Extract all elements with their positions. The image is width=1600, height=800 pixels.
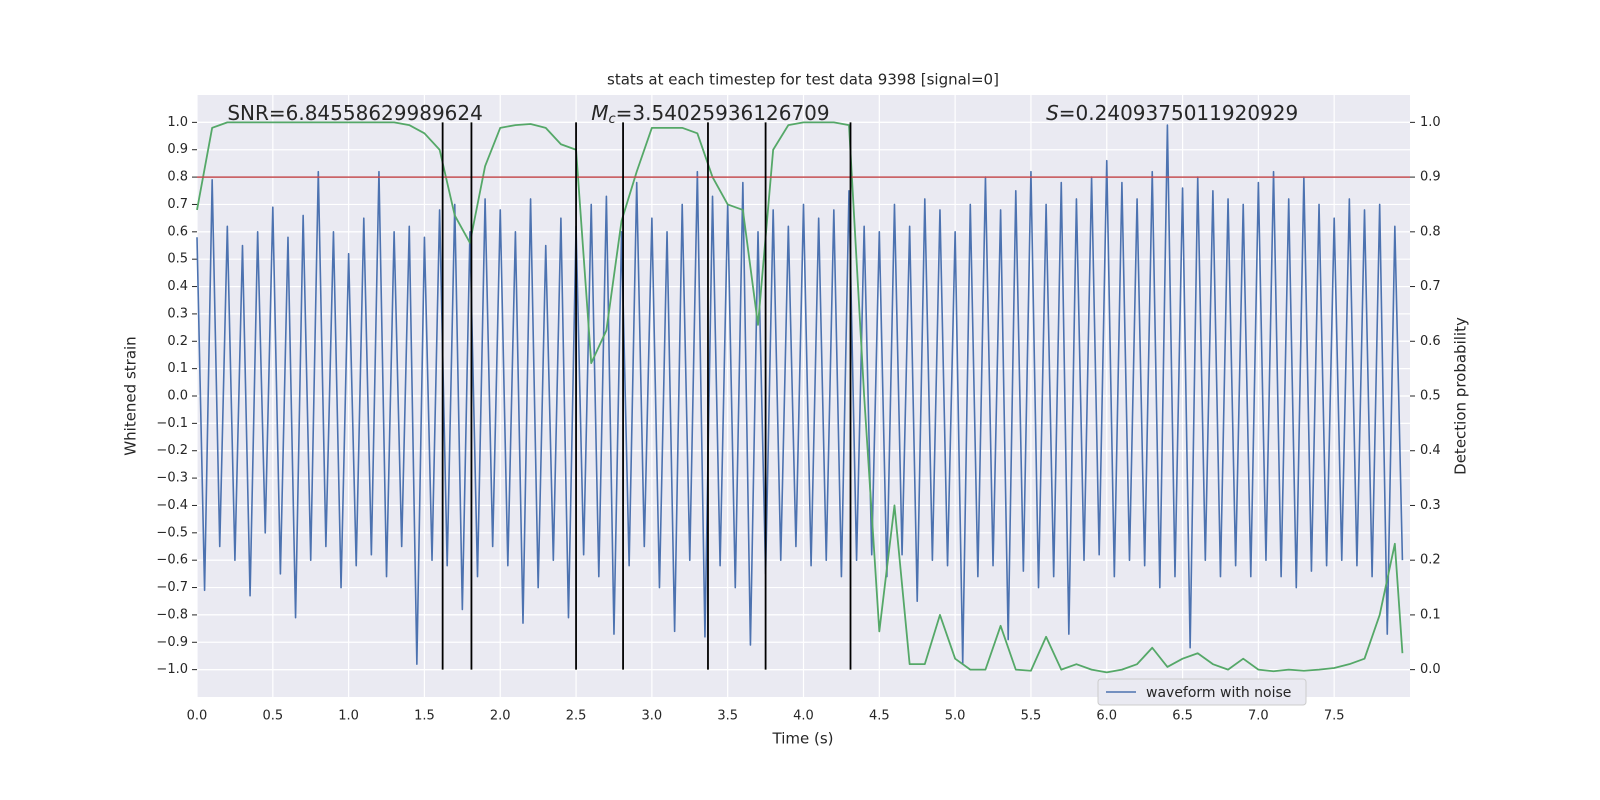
y-tick-label: −0.5 <box>156 525 188 540</box>
x-tick-label: 0.5 <box>262 709 283 724</box>
y2-tick-label: 0.4 <box>1420 443 1441 458</box>
x-tick-label: 6.5 <box>1172 709 1193 724</box>
y-tick-label: 0.6 <box>167 224 188 239</box>
chart-title: stats at each timestep for test data 939… <box>607 71 999 89</box>
y-tick-label: −0.4 <box>156 498 188 513</box>
y-tick-label: 0.4 <box>167 279 188 294</box>
y-tick-label: −0.2 <box>156 443 188 458</box>
y2-tick-label: 0.9 <box>1420 170 1441 185</box>
annotation-text: =0.2409375011920929 <box>1059 101 1298 125</box>
x-tick-label: 0.0 <box>187 709 208 724</box>
y-tick-label: −0.1 <box>156 416 188 431</box>
annotation: SNR=6.84558629989624 <box>227 101 483 125</box>
legend-box <box>1097 678 1307 706</box>
y-tick-label: 0.7 <box>167 197 188 212</box>
x-axis-label: Time (s) <box>772 730 834 748</box>
y2-tick-label: 0.6 <box>1420 334 1441 349</box>
y-tick-label: 0.1 <box>167 361 188 376</box>
x-tick-label: 7.5 <box>1324 709 1345 724</box>
y-tick-label: 0.0 <box>167 389 188 404</box>
x-tick-label: 7.0 <box>1248 709 1269 724</box>
y-tick-label: −0.6 <box>156 553 188 568</box>
legend-label: waveform with noise <box>1146 685 1291 701</box>
x-tick-label: 2.5 <box>566 709 587 724</box>
y2-tick-label: 0.0 <box>1420 662 1441 677</box>
x-tick-label: 1.5 <box>414 709 435 724</box>
x-tick-label: 5.0 <box>945 709 966 724</box>
y-tick-label: 0.2 <box>167 334 188 349</box>
y2-axis-label: Detection probability <box>1452 317 1470 475</box>
y-tick-label: −0.7 <box>156 580 188 595</box>
x-tick-label: 5.5 <box>1021 709 1042 724</box>
y-tick-label: −1.0 <box>156 662 188 677</box>
annotation: S=0.2409375011920929 <box>1046 101 1298 125</box>
annotation-symbol: M <box>591 101 608 125</box>
x-tick-label: 6.0 <box>1096 709 1117 724</box>
x-tick-label: 2.0 <box>490 709 511 724</box>
y-tick-label: −0.8 <box>156 607 188 622</box>
x-tick-label: 4.5 <box>869 709 890 724</box>
probability-line <box>196 121 1404 674</box>
y2-tick-label: 0.3 <box>1420 498 1441 513</box>
y-tick-label: −0.9 <box>156 635 188 650</box>
y-tick-label: 0.5 <box>167 252 188 267</box>
y-tick-label: −0.3 <box>156 471 188 486</box>
y-tick-label: 1.0 <box>167 115 188 130</box>
y2-tick-label: 0.7 <box>1420 279 1441 294</box>
annotation-text: SNR=6.84558629989624 <box>227 101 483 125</box>
x-tick-label: 4.0 <box>793 709 814 724</box>
x-tick-label: 1.0 <box>338 709 359 724</box>
y-axis-label: Whitened strain <box>122 336 140 455</box>
y2-tick-label: 1.0 <box>1420 115 1441 130</box>
y-tick-label: 0.8 <box>167 170 188 185</box>
annotation-symbol: S <box>1046 101 1059 125</box>
annotation-subscript: c <box>608 112 615 127</box>
y2-tick-label: 0.5 <box>1420 389 1441 404</box>
annotation: Mc=3.54025936126709 <box>591 101 829 127</box>
y-tick-label: 0.3 <box>167 306 188 321</box>
y-tick-label: 0.9 <box>167 142 188 157</box>
annotation-text: =3.54025936126709 <box>616 101 830 125</box>
y2-tick-label: 0.2 <box>1420 553 1441 568</box>
x-tick-label: 3.0 <box>642 709 663 724</box>
y2-tick-label: 0.8 <box>1420 224 1441 239</box>
waveform-line <box>196 124 1404 665</box>
y2-tick-label: 0.1 <box>1420 607 1441 622</box>
x-tick-label: 3.5 <box>717 709 738 724</box>
